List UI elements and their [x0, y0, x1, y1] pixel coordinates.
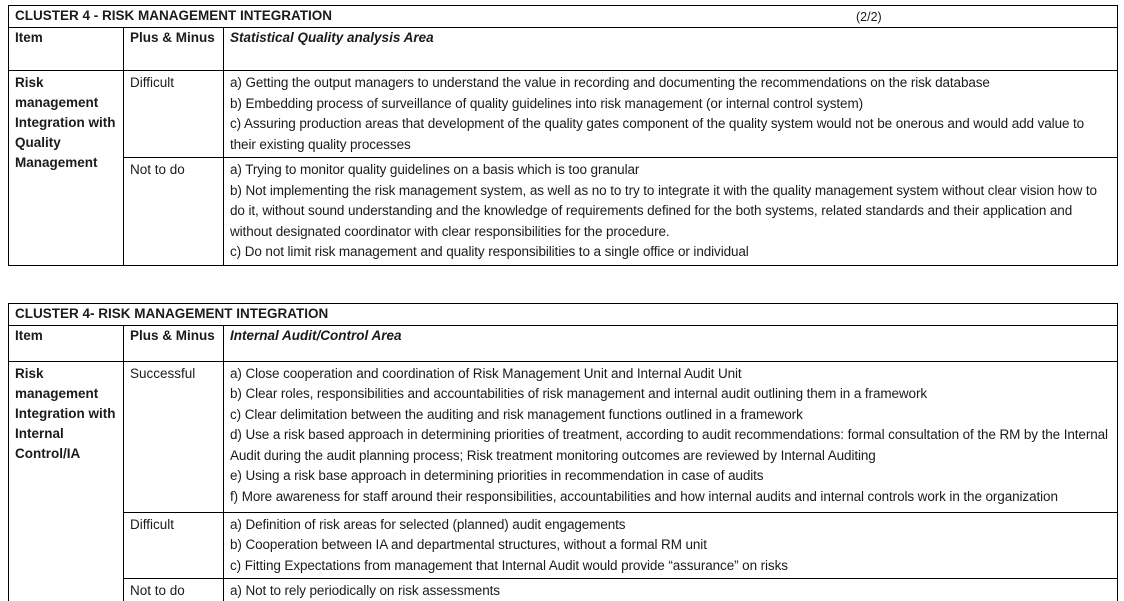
table-row: Not to do a) Trying to monitor quality g…	[9, 157, 1118, 266]
plus-minus-label: Not to do	[123, 578, 224, 601]
item-cell-quality: Risk management Integration with Quality…	[8, 70, 124, 266]
table2-title-row: CLUSTER 4- RISK MANAGEMENT INTEGRATION	[8, 302, 1118, 326]
list-item: a) Not to rely periodically on risk asse…	[230, 583, 500, 598]
list-item: a) Close cooperation and coordination of…	[230, 365, 742, 381]
table-internal-audit-area: CLUSTER 4- RISK MANAGEMENT INTEGRATION I…	[8, 302, 1118, 601]
column-header-area: Statistical Quality analysis Area	[223, 27, 1118, 71]
content-cell: a) Definition of risk areas for selected…	[223, 511, 1118, 579]
table-row: Not to do a) Not to rely periodically on…	[9, 578, 1118, 601]
list-item: a) Getting the output managers to unders…	[230, 75, 990, 90]
item-cell-internal-control: Risk management Integration with Interna…	[8, 360, 124, 601]
list-item: b) Cooperation between IA and department…	[230, 537, 707, 552]
list-item: a) Definition of risk areas for selected…	[230, 516, 626, 532]
plus-minus-label: Not to do	[123, 157, 224, 266]
column-header-item: Item	[8, 27, 124, 71]
list-item: e) Using a risk base approach in determi…	[230, 468, 764, 483]
table-row: Risk management Integration with Quality…	[8, 70, 1118, 266]
list-item: c) Assuring production areas that develo…	[230, 116, 1085, 152]
table2-title-cell: CLUSTER 4- RISK MANAGEMENT INTEGRATION	[8, 302, 1118, 326]
column-header-plus-minus: Plus & Minus	[123, 324, 224, 362]
plus-minus-label: Difficult	[123, 511, 224, 579]
list-item: a) Trying to monitor quality guidelines …	[230, 162, 640, 177]
content-cell: a) Close cooperation and coordination of…	[223, 360, 1118, 513]
list-item: c) Fitting Expectations from management …	[230, 557, 788, 573]
table-row: Risk management Integration with Interna…	[8, 360, 1118, 601]
page-indicator: (2/2)	[856, 10, 882, 24]
plus-minus-label: Successful	[123, 360, 224, 513]
list-item: f) More awareness for staff around their…	[230, 488, 1058, 504]
content-cell: a) Not to rely periodically on risk asse…	[223, 578, 1118, 601]
table2-title: CLUSTER 4- RISK MANAGEMENT INTEGRATION	[15, 305, 329, 321]
list-item: c) Do not limit risk management and qual…	[230, 244, 749, 259]
table-row: Difficult a) Definition of risk areas fo…	[9, 511, 1118, 579]
content-cell: a) Getting the output managers to unders…	[223, 70, 1118, 158]
column-header-plus-minus: Plus & Minus	[123, 27, 224, 71]
table1-title-cell: CLUSTER 4 - RISK MANAGEMENT INTEGRATION …	[8, 5, 1118, 28]
table2-header-row: Item Plus & Minus Internal Audit/Control…	[8, 324, 1118, 362]
list-item: b) Embedding process of surveillance of …	[230, 95, 864, 111]
table1-title: CLUSTER 4 - RISK MANAGEMENT INTEGRATION	[15, 8, 332, 23]
table-quality-area: CLUSTER 4 - RISK MANAGEMENT INTEGRATION …	[8, 5, 1118, 266]
plus-minus-label: Difficult	[123, 70, 224, 158]
list-item: b) Not implementing the risk management …	[230, 182, 1097, 239]
column-header-area: Internal Audit/Control Area	[223, 324, 1118, 362]
list-item: b) Clear roles, responsibilities and acc…	[230, 386, 928, 401]
list-item: d) Use a risk based approach in determin…	[230, 427, 1108, 463]
content-cell: a) Trying to monitor quality guidelines …	[223, 157, 1118, 266]
list-item: c) Clear delimitation between the auditi…	[230, 406, 803, 422]
column-header-item: Item	[8, 324, 124, 362]
table1-title-row: CLUSTER 4 - RISK MANAGEMENT INTEGRATION …	[8, 5, 1118, 28]
table1-header-row: Item Plus & Minus Statistical Quality an…	[8, 27, 1118, 71]
